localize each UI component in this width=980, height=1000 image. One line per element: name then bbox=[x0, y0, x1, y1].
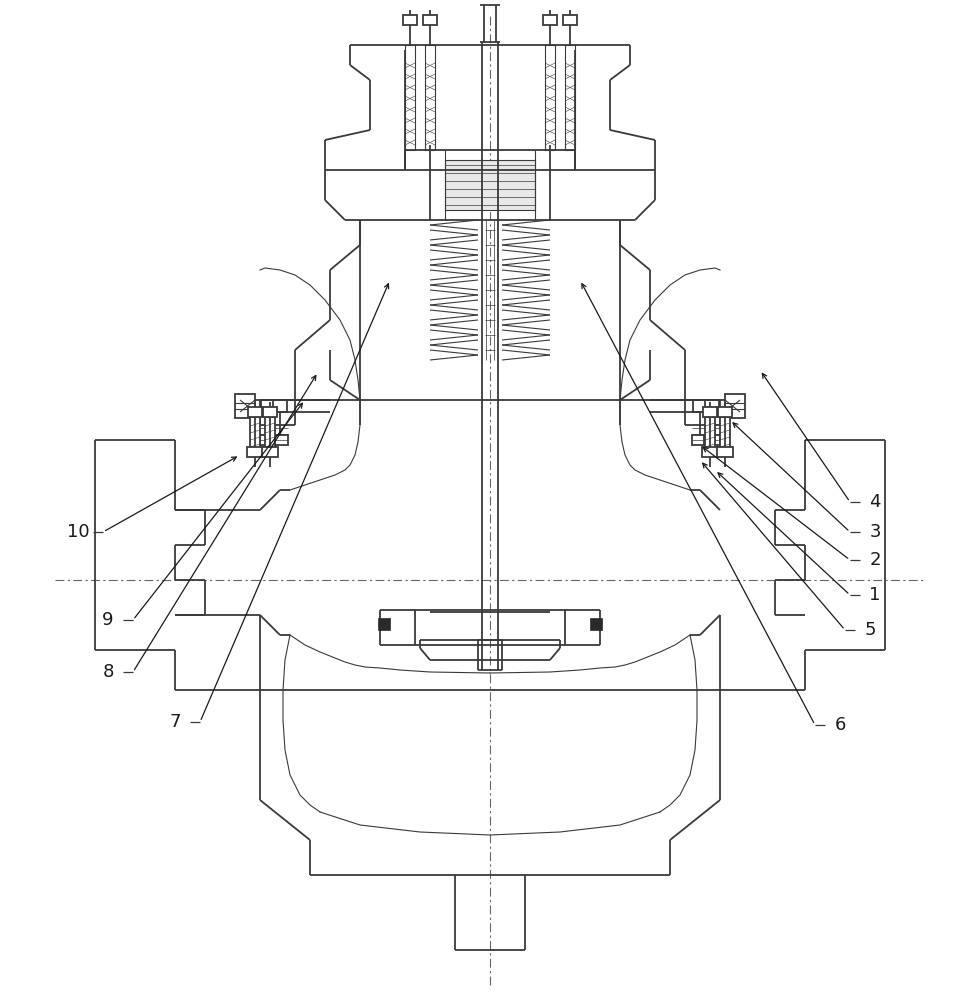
Bar bbox=[590, 618, 602, 630]
Bar bbox=[405, 45, 415, 150]
Bar bbox=[260, 435, 276, 445]
Bar bbox=[717, 447, 733, 457]
Bar bbox=[425, 45, 435, 150]
Bar bbox=[692, 435, 708, 445]
Text: 5: 5 bbox=[864, 621, 876, 639]
Bar bbox=[262, 447, 278, 457]
Text: 2: 2 bbox=[869, 551, 881, 569]
Bar bbox=[705, 417, 715, 452]
Bar bbox=[263, 407, 277, 417]
Bar bbox=[250, 417, 260, 452]
Bar bbox=[261, 400, 275, 412]
Text: 9: 9 bbox=[102, 611, 114, 629]
Text: 6: 6 bbox=[834, 716, 846, 734]
Bar bbox=[543, 15, 557, 25]
Bar bbox=[718, 407, 732, 417]
Text: 4: 4 bbox=[869, 493, 881, 511]
Bar bbox=[272, 435, 288, 445]
Bar bbox=[445, 160, 535, 210]
Bar bbox=[702, 447, 718, 457]
Bar bbox=[725, 394, 745, 418]
Bar bbox=[273, 400, 287, 412]
Bar bbox=[378, 618, 390, 630]
Bar bbox=[265, 417, 275, 452]
Text: 7: 7 bbox=[170, 713, 180, 731]
Bar bbox=[693, 400, 707, 412]
Text: 3: 3 bbox=[869, 523, 881, 541]
Bar bbox=[703, 407, 717, 417]
Bar bbox=[705, 400, 719, 412]
Bar bbox=[563, 15, 577, 25]
Bar bbox=[248, 407, 262, 417]
Bar bbox=[423, 15, 437, 25]
Bar bbox=[403, 15, 417, 25]
Bar bbox=[565, 45, 575, 150]
Bar bbox=[247, 447, 263, 457]
Text: 10: 10 bbox=[67, 523, 89, 541]
Bar bbox=[720, 417, 730, 452]
Bar bbox=[704, 435, 720, 445]
Text: 8: 8 bbox=[102, 663, 114, 681]
Bar bbox=[235, 394, 255, 418]
Bar bbox=[545, 45, 555, 150]
Text: 1: 1 bbox=[869, 586, 881, 604]
